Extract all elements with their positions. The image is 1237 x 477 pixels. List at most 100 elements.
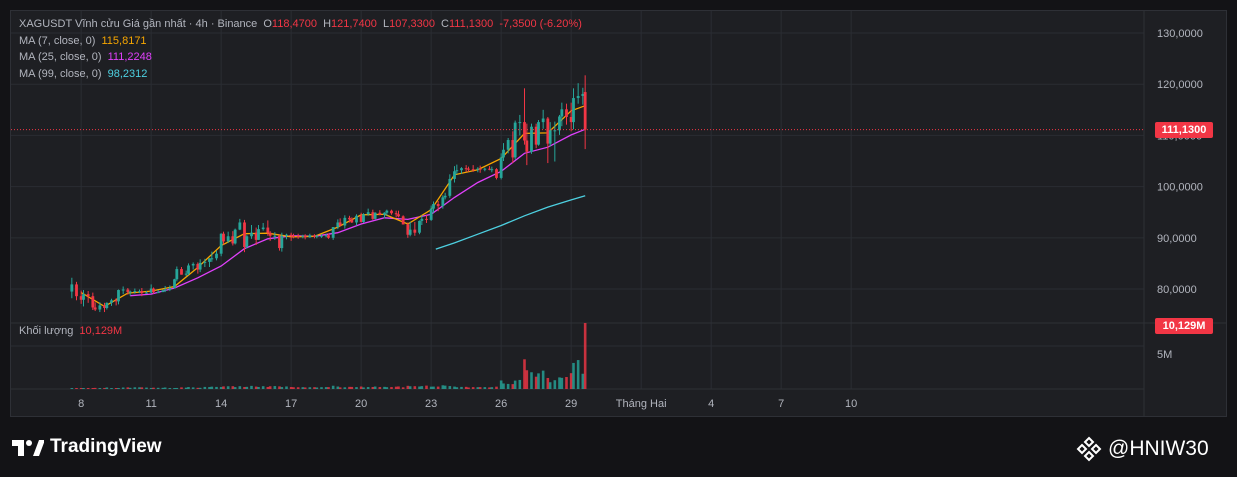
ma7-value: 115,8171 <box>101 35 147 47</box>
volume-bar <box>145 387 148 389</box>
volume-bar <box>436 386 440 389</box>
candle-body <box>394 213 398 215</box>
candle-body <box>161 290 165 293</box>
candle-body <box>525 140 529 152</box>
candle-body <box>327 235 330 238</box>
volume-bar <box>163 387 167 389</box>
ohlc-close-label: C <box>441 18 449 30</box>
ma7-legend[interactable]: MA (7, close, 0) 115,8171 <box>19 35 150 47</box>
time-tick-label: 10 <box>845 398 857 410</box>
volume-bar <box>420 386 424 389</box>
candle-body <box>175 269 179 280</box>
chart-frame[interactable]: 130,0000120,0000110,0000100,000090,00008… <box>10 10 1227 417</box>
volume-bar <box>383 386 386 389</box>
candle-body <box>254 232 258 240</box>
volume-bar <box>576 360 580 389</box>
candle-body <box>385 210 389 213</box>
volume-bar <box>362 387 365 389</box>
volume-bar <box>196 387 200 389</box>
tradingview-logo[interactable]: TradingView <box>12 436 162 458</box>
candle-body <box>476 168 480 170</box>
ma25-value: 111,2248 <box>107 51 152 63</box>
volume-bar <box>261 386 265 389</box>
chart-canvas[interactable]: 130,0000120,0000110,0000100,000090,00008… <box>11 11 1226 416</box>
volume-bar <box>413 386 417 389</box>
volume-bar <box>553 380 557 389</box>
candle-body <box>348 217 351 220</box>
candle-body <box>558 116 561 131</box>
volume-legend[interactable]: Khối lượng 10,129M <box>19 325 125 337</box>
watermark: @HNIW30 <box>1076 436 1209 462</box>
candle-body <box>495 169 498 178</box>
candle-body <box>483 168 487 170</box>
volume-bar <box>371 386 375 389</box>
time-axis[interactable]: 8 11 14 17 20 23 26 29 Tháng Hai 4 7 10 <box>78 398 857 410</box>
volume-bar <box>331 385 335 389</box>
volume-bar <box>467 387 470 389</box>
volume-bar <box>401 387 405 389</box>
volume-bar <box>233 387 237 389</box>
ma99-legend[interactable]: MA (99, close, 0) 98,2312 <box>19 68 150 80</box>
candles <box>70 75 587 313</box>
volume-bar <box>128 387 132 389</box>
candle-body <box>467 168 470 170</box>
volume-bar <box>175 387 179 389</box>
candle-body <box>268 232 272 236</box>
ma7-label: MA (7, close, 0) <box>19 35 96 47</box>
volume-bar <box>140 387 144 389</box>
ma99-value: 98,2312 <box>107 68 148 80</box>
candle-body <box>145 292 148 294</box>
candle-body <box>478 168 482 170</box>
candle-body <box>371 212 375 219</box>
volume-bar <box>126 387 130 389</box>
candle-body <box>583 92 587 130</box>
grid <box>11 11 1144 389</box>
candle-body <box>231 236 235 244</box>
ohlc-high-label: H <box>323 18 332 30</box>
candle-body <box>548 130 552 144</box>
candle-body <box>208 258 211 262</box>
volume-bar <box>560 377 564 389</box>
volume-bar <box>565 377 568 389</box>
time-tick-label: 20 <box>355 398 367 410</box>
time-tick-label: 11 <box>145 398 156 410</box>
volume-bar <box>245 386 249 389</box>
candle-body <box>546 118 550 144</box>
volume-bar <box>471 387 475 389</box>
candle-body <box>180 269 183 275</box>
volume-bar <box>231 386 235 389</box>
candle-body <box>429 208 433 220</box>
candle-body <box>331 227 335 238</box>
candle-body <box>506 140 510 150</box>
candle-body <box>184 273 188 275</box>
ma25-legend[interactable]: MA (25, close, 0) 111,2248 <box>19 51 155 63</box>
volume-axis-tick: 5M <box>1157 349 1172 361</box>
candle-body <box>233 229 237 244</box>
candle-body <box>523 122 526 141</box>
candle-body <box>572 98 575 123</box>
ma99-line <box>435 195 586 250</box>
candle-body <box>210 258 214 260</box>
candle-body <box>280 235 284 249</box>
candle-body <box>455 170 459 172</box>
binance-icon <box>1076 436 1102 462</box>
candle-body <box>418 220 421 233</box>
candle-body <box>378 212 382 215</box>
volume-bars <box>70 323 587 389</box>
symbol-title[interactable]: XAGUSDT Vĩnh cửu Giá gần nhất · 4h · Bin… <box>19 18 258 30</box>
volume-bar <box>441 385 445 389</box>
volume-bar <box>390 387 393 389</box>
volume-bar <box>243 386 246 389</box>
volume-bar <box>343 387 347 389</box>
volume-bar <box>156 387 160 389</box>
volume-bar <box>215 386 218 389</box>
candle-body <box>187 265 190 274</box>
candle-body <box>103 305 106 308</box>
price-axis[interactable]: 130,0000120,0000110,0000100,000090,00008… <box>1157 28 1203 296</box>
candle-body <box>140 291 144 294</box>
candle-body <box>343 217 347 226</box>
volume-bar <box>385 387 389 389</box>
volume-bar <box>149 387 153 389</box>
volume-bar <box>338 387 342 389</box>
watermark-text: @HNIW30 <box>1108 437 1209 460</box>
